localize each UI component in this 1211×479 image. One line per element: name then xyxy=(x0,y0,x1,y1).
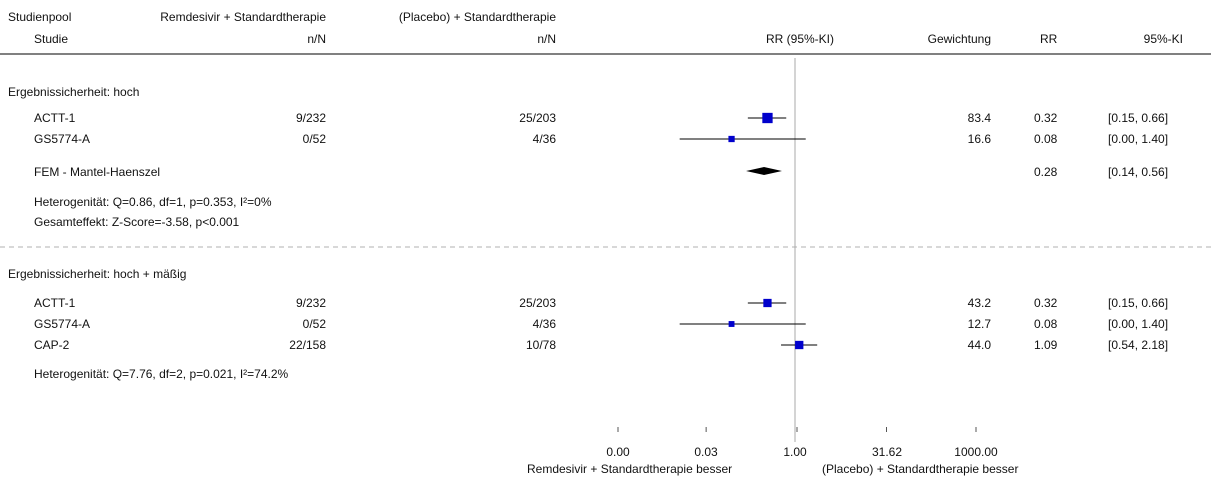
control-nn: 4/36 xyxy=(532,317,556,331)
header-control: (Placebo) + Standardtherapie xyxy=(398,10,556,24)
header-study: Studie xyxy=(34,32,69,46)
study-square xyxy=(762,112,773,124)
weight-value: 83.4 xyxy=(967,111,991,125)
group-title: Ergebnissicherheit: hoch xyxy=(8,85,140,99)
axis-right-label: (Placebo) + Standardtherapie besser xyxy=(822,462,1019,476)
control-nn: 25/203 xyxy=(519,296,556,310)
axis-tick-label: 1.00 xyxy=(783,445,807,459)
header-weight: Gewichtung xyxy=(927,32,991,46)
study-name: ACTT-1 xyxy=(34,296,76,310)
ci-value: [0.15, 0.66] xyxy=(1108,111,1169,125)
ci-value: [0.15, 0.66] xyxy=(1108,296,1169,310)
rr-value: 0.32 xyxy=(1034,111,1058,125)
weight-value: 43.2 xyxy=(967,296,991,310)
axis-left-label: Remdesivir + Standardtherapie besser xyxy=(527,462,733,476)
header-treatment: Remdesivir + Standardtherapie xyxy=(160,10,326,24)
header-rr-ci: RR (95%-KI) xyxy=(765,32,834,46)
pooled-ci: [0.14, 0.56] xyxy=(1108,165,1169,179)
heterogeneity-text: Heterogenität: Q=7.76, df=2, p=0.021, I²… xyxy=(34,367,289,381)
weight-value: 44.0 xyxy=(967,338,991,352)
control-nn: 25/203 xyxy=(519,111,556,125)
control-nn: 4/36 xyxy=(532,132,556,146)
pooled-label: FEM - Mantel-Haenszel xyxy=(34,165,161,179)
study-square xyxy=(763,298,772,308)
rr-value: 0.32 xyxy=(1034,296,1058,310)
axis-tick-label: 0.03 xyxy=(694,445,718,459)
ci-value: [0.00, 1.40] xyxy=(1108,132,1169,146)
rr-value: 0.08 xyxy=(1034,317,1058,331)
study-name: GS5774-A xyxy=(34,317,91,331)
axis-tick-label: 0.00 xyxy=(606,445,630,459)
header-control-nn: n/N xyxy=(537,32,556,46)
ci-value: [0.00, 1.40] xyxy=(1108,317,1169,331)
treatment-nn: 0/52 xyxy=(302,317,326,331)
treatment-nn: 0/52 xyxy=(302,132,326,146)
weight-value: 16.6 xyxy=(967,132,991,146)
control-nn: 10/78 xyxy=(525,338,556,352)
pooled-diamond xyxy=(746,167,782,175)
group-title: Ergebnissicherheit: hoch + mäßig xyxy=(8,267,187,281)
ci-value: [0.54, 2.18] xyxy=(1108,338,1169,352)
study-square xyxy=(795,340,804,350)
header-pool: Studienpool xyxy=(8,10,72,24)
weight-value: 12.7 xyxy=(967,317,991,331)
rr-value: 1.09 xyxy=(1034,338,1058,352)
axis-tick-label: 31.62 xyxy=(871,445,903,459)
pooled-rr: 0.28 xyxy=(1034,165,1058,179)
overall-effect-text: Gesamteffekt: Z-Score=-3.58, p<0.001 xyxy=(34,215,240,229)
study-name: ACTT-1 xyxy=(34,111,76,125)
study-name: CAP-2 xyxy=(34,338,70,352)
study-name: GS5774-A xyxy=(34,132,91,146)
axis-tick-label: 1000.00 xyxy=(954,445,998,459)
treatment-nn: 9/232 xyxy=(295,111,326,125)
study-square xyxy=(728,321,735,327)
treatment-nn: 22/158 xyxy=(289,338,326,352)
header-ci: 95%-KI xyxy=(1143,32,1183,46)
heterogeneity-text: Heterogenität: Q=0.86, df=1, p=0.353, I²… xyxy=(34,195,272,209)
study-square xyxy=(728,135,735,143)
treatment-nn: 9/232 xyxy=(295,296,326,310)
header-treatment-nn: n/N xyxy=(307,32,326,46)
header-rr: RR xyxy=(1040,32,1058,46)
rr-value: 0.08 xyxy=(1034,132,1058,146)
